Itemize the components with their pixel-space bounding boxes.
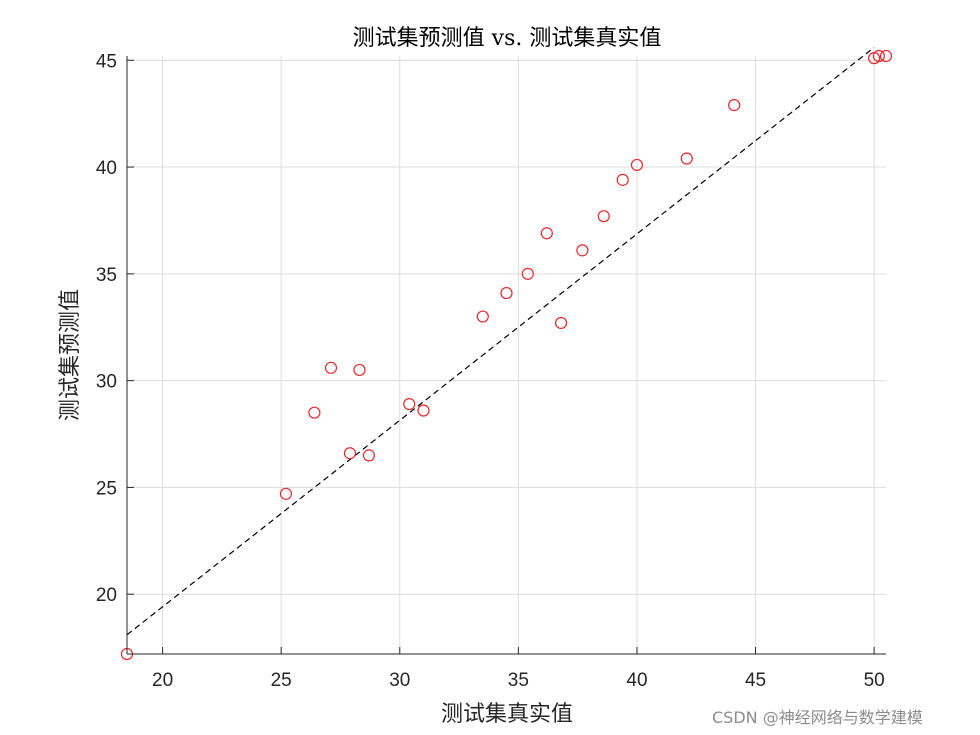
x-tick-labels: 20 25 30 35 40 45 50 — [152, 670, 885, 691]
data-point — [343, 447, 357, 460]
data-point — [324, 361, 338, 374]
y-axis-label: 测试集预测值 — [58, 289, 83, 421]
data-point — [630, 158, 644, 172]
data-point — [554, 316, 568, 330]
x-tick-label: 45 — [745, 670, 766, 691]
data-point — [616, 173, 629, 186]
data-point — [417, 404, 430, 417]
x-tick-label: 50 — [864, 670, 885, 691]
data-point — [540, 227, 553, 240]
x-tick-label: 30 — [389, 670, 410, 691]
plot-area — [127, 56, 886, 654]
y-tick-label: 40 — [96, 158, 117, 179]
y-tick-label: 30 — [96, 372, 117, 393]
reference-line-group — [126, 46, 875, 636]
watermark: CSDN @神经网络与数学建模 — [712, 708, 923, 727]
y-tick-label: 20 — [96, 585, 117, 606]
reference-line — [126, 46, 875, 636]
x-tick-label: 40 — [626, 670, 647, 691]
data-point — [521, 267, 534, 280]
y-tick-label: 35 — [96, 265, 117, 286]
data-point — [308, 406, 321, 419]
data-point — [872, 49, 885, 63]
data-point — [353, 363, 366, 377]
data-point — [879, 49, 893, 63]
data-point — [279, 487, 293, 500]
y-tick-label: 25 — [96, 478, 117, 499]
x-tick-label: 25 — [271, 670, 292, 691]
grid — [127, 56, 886, 654]
data-point — [403, 398, 416, 411]
data-point — [476, 310, 489, 323]
data-point — [597, 210, 610, 223]
x-tick-label: 35 — [508, 670, 529, 691]
data-point — [500, 286, 513, 300]
x-axis-label: 测试集真实值 — [441, 702, 573, 727]
x-tick-label: 20 — [152, 670, 173, 691]
chart-title: 测试集预测值 vs. 测试集真实值 — [353, 26, 662, 51]
data-points — [120, 49, 893, 661]
data-point — [362, 449, 376, 462]
data-point — [576, 244, 589, 257]
data-point — [680, 152, 693, 165]
y-tick-labels: 20 25 30 35 40 45 — [96, 51, 117, 606]
y-tick-label: 45 — [96, 51, 117, 72]
axes — [126, 56, 886, 655]
data-point — [728, 99, 741, 112]
